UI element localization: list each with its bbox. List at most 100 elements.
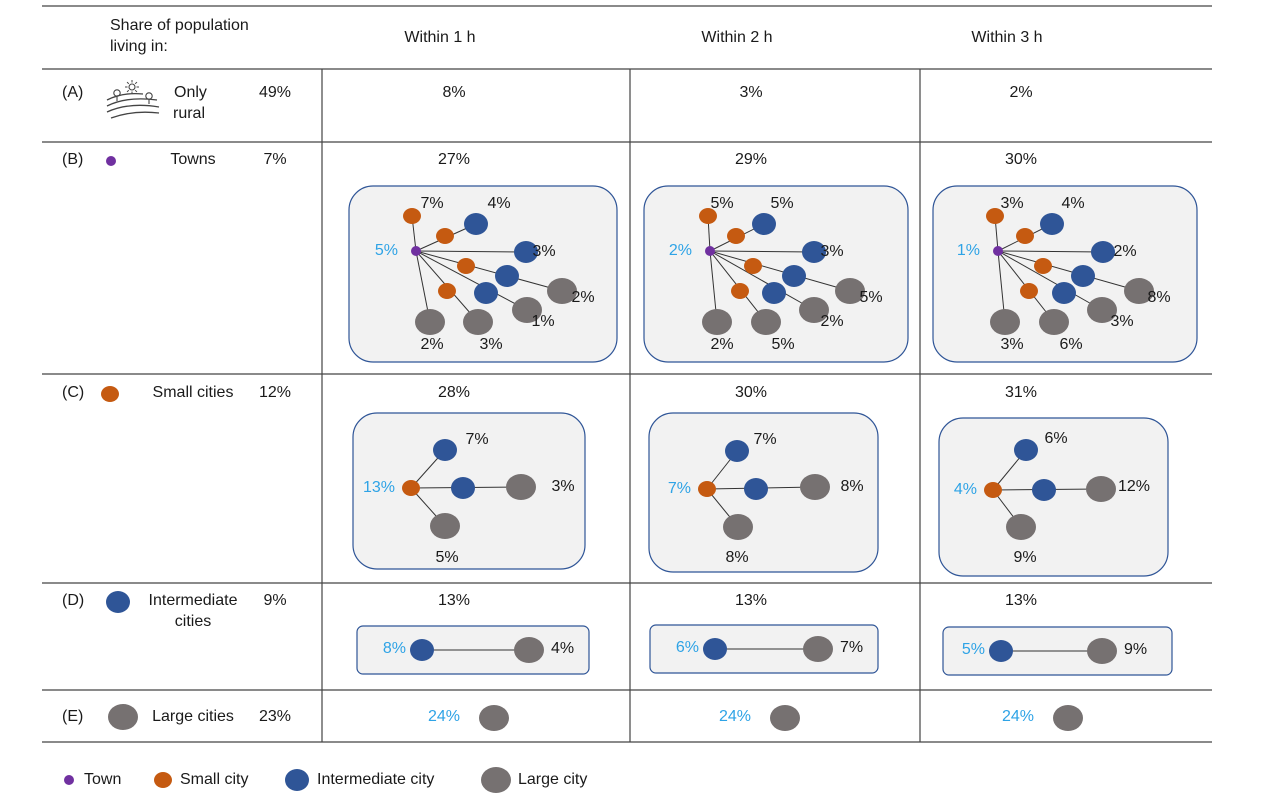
legend-intermediate-city-label: Intermediate city xyxy=(317,771,434,788)
intermediate-city-node xyxy=(514,241,538,263)
network-value: 3% xyxy=(551,478,574,495)
intermediate-city-node xyxy=(744,478,768,500)
small-city-node xyxy=(436,228,454,244)
network-link xyxy=(415,250,527,253)
large-city-node xyxy=(1086,476,1116,502)
legend-small-city-swatch xyxy=(154,772,172,788)
legend-large-city-label: Large city xyxy=(518,771,587,788)
large-city-node xyxy=(1053,705,1083,731)
small-city-node xyxy=(457,258,475,274)
small-city-node xyxy=(403,208,421,224)
large-cities-self-value: 24% xyxy=(719,708,751,725)
small-city-node xyxy=(1016,228,1034,244)
row-letter-a: (A) xyxy=(62,84,83,101)
towns-self-value: 2% xyxy=(669,242,692,259)
small-city-hub-node xyxy=(698,481,716,497)
network-value: 3% xyxy=(1110,313,1133,330)
column-header-1: Within 1 h xyxy=(404,29,475,46)
network-value: 5% xyxy=(859,289,882,306)
network-link xyxy=(997,250,1140,292)
large-city-node xyxy=(1087,297,1117,323)
town-hub-node xyxy=(705,246,715,256)
towns-self-value: 1% xyxy=(957,242,980,259)
row-name-small-cities: Small cities xyxy=(153,384,234,401)
intermediate-total-1: 13% xyxy=(438,592,470,609)
network-value: 2% xyxy=(420,336,443,353)
field-furrow xyxy=(110,111,160,119)
sun-ray xyxy=(134,81,138,85)
tree-icon xyxy=(145,92,153,100)
network-value: 8% xyxy=(1147,289,1170,306)
field-furrow xyxy=(106,92,144,101)
intermediate-city-node xyxy=(703,638,727,660)
legend-town-label: Town xyxy=(84,771,121,788)
small-city-node xyxy=(727,228,745,244)
row-share: 49% xyxy=(259,84,291,101)
intermediate-total-2: 13% xyxy=(735,592,767,609)
large-city-node xyxy=(512,297,542,323)
column-header-3: Within 3 h xyxy=(971,29,1042,46)
intermediate-self-value: 6% xyxy=(676,639,699,656)
network-value: 5% xyxy=(435,549,458,566)
small-cities-self-value: 7% xyxy=(668,480,691,497)
network-value: 2% xyxy=(571,289,594,306)
large-city-node xyxy=(479,705,509,731)
intermediate-city-node xyxy=(451,477,475,499)
large-city-node xyxy=(751,309,781,335)
small-cities-network-box-3 xyxy=(938,417,1169,577)
large-city-icon xyxy=(108,704,138,730)
intermediate-city-node xyxy=(1040,213,1064,235)
sun-icon xyxy=(128,83,136,91)
network-value: 2% xyxy=(820,313,843,330)
intermediate-city-icon xyxy=(106,591,130,613)
small-cities-total-2: 30% xyxy=(735,384,767,401)
large-city-node xyxy=(547,278,577,304)
row-name-towns: Towns xyxy=(170,151,215,168)
large-city-node xyxy=(430,513,460,539)
small-cities-self-value: 4% xyxy=(954,481,977,498)
network-value: 3% xyxy=(1000,336,1023,353)
network-value: 7% xyxy=(465,431,488,448)
large-city-node xyxy=(803,636,833,662)
intermediate-total-3: 13% xyxy=(1005,592,1037,609)
town-hub-node xyxy=(993,246,1003,256)
network-value: 9% xyxy=(1013,549,1036,566)
network-value: 5% xyxy=(710,195,733,212)
row-share: 9% xyxy=(263,592,286,609)
intermediate-city-node xyxy=(1071,265,1095,287)
intermediate-self-value: 8% xyxy=(383,640,406,657)
large-city-node xyxy=(800,474,830,500)
sun-ray xyxy=(134,89,138,93)
row-letter-c: (C) xyxy=(62,384,84,401)
network-value: 5% xyxy=(771,336,794,353)
network-value: 4% xyxy=(551,640,574,657)
network-value: 2% xyxy=(1113,243,1136,260)
share-label-line-1: Share of population xyxy=(110,17,249,34)
intermediate-city-node xyxy=(1032,479,1056,501)
network-value: 4% xyxy=(1061,195,1084,212)
large-city-node xyxy=(723,514,753,540)
intermediate-city-node xyxy=(762,282,786,304)
intermediate-city-node xyxy=(1091,241,1115,263)
field-furrow xyxy=(106,104,160,113)
small-city-hub-node xyxy=(984,482,1002,498)
large-cities-self-value: 24% xyxy=(428,708,460,725)
network-value: 3% xyxy=(820,243,843,260)
small-cities-total-1: 28% xyxy=(438,384,470,401)
large-city-node xyxy=(1039,309,1069,335)
rural-total-2: 3% xyxy=(739,84,762,101)
large-city-node xyxy=(702,309,732,335)
intermediate-city-node xyxy=(464,213,488,235)
large-city-node xyxy=(463,309,493,335)
network-value: 7% xyxy=(840,639,863,656)
large-city-node xyxy=(1006,514,1036,540)
network-value: 8% xyxy=(840,478,863,495)
legend-intermediate-city-swatch xyxy=(285,769,309,791)
intermediate-city-node xyxy=(433,439,457,461)
intermediate-city-node xyxy=(752,213,776,235)
row-share: 12% xyxy=(259,384,291,401)
legend-small-city-label: Small city xyxy=(180,771,248,788)
tree-icon xyxy=(113,89,121,97)
network-value: 4% xyxy=(487,195,510,212)
